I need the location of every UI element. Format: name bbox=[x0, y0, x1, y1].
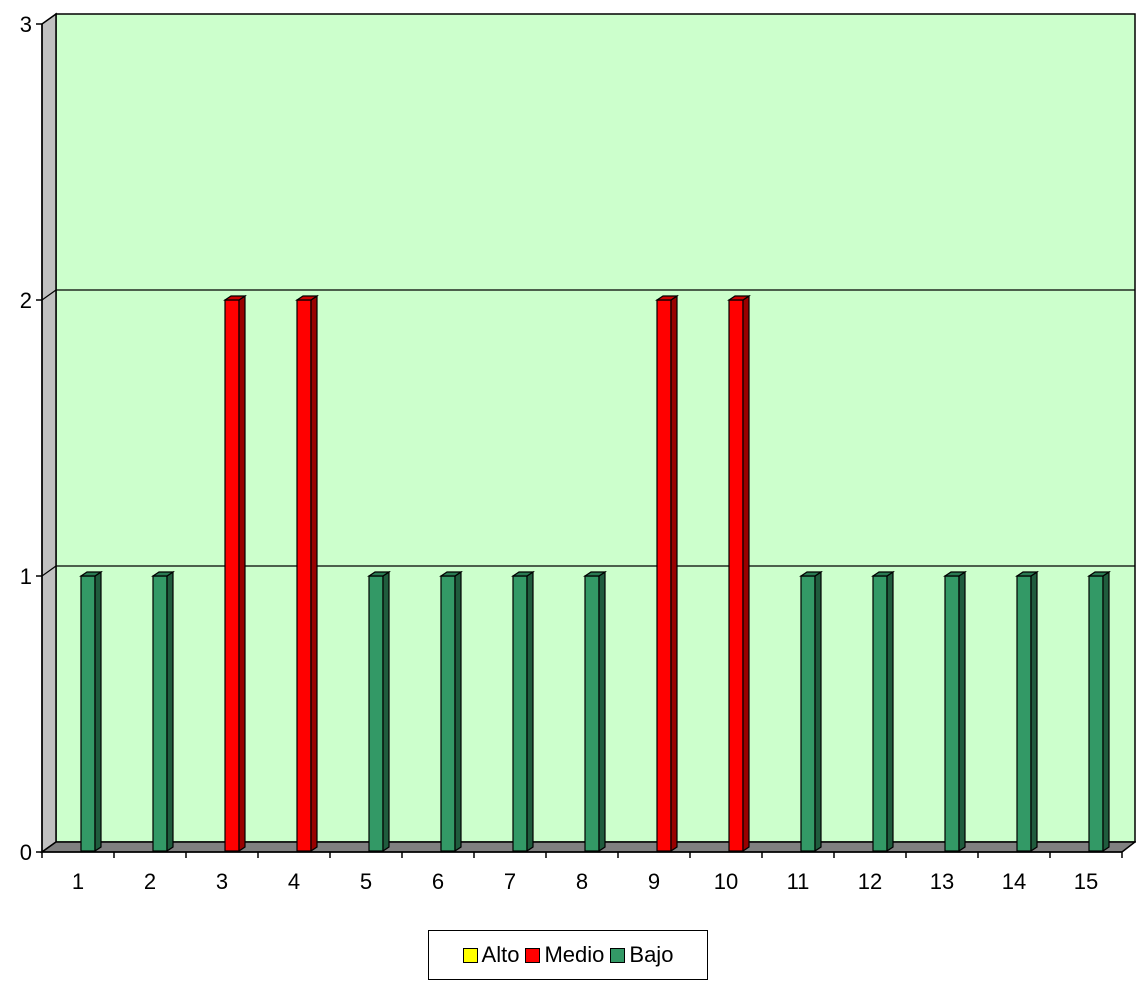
x-tick-label: 7 bbox=[504, 869, 516, 894]
gridline-side bbox=[41, 565, 57, 577]
bar-front bbox=[224, 299, 240, 852]
gridline-side bbox=[41, 289, 57, 301]
legend-item-bajo: Bajo bbox=[610, 942, 673, 968]
bar-front bbox=[296, 299, 312, 852]
bar-side bbox=[742, 294, 750, 853]
bar-top bbox=[367, 571, 391, 577]
x-tick-label: 8 bbox=[576, 869, 588, 894]
bar-front bbox=[512, 575, 528, 852]
bar-front bbox=[1088, 575, 1104, 852]
bar-side bbox=[670, 294, 678, 853]
bar-front bbox=[800, 575, 816, 852]
bar-bajo-13 bbox=[943, 570, 967, 853]
bar-side bbox=[166, 570, 174, 853]
bar-front bbox=[944, 575, 960, 852]
bar-bajo-2 bbox=[151, 570, 175, 853]
bar-top bbox=[799, 571, 823, 577]
bar-side bbox=[886, 570, 894, 853]
x-tick-label: 11 bbox=[787, 869, 810, 894]
y-axis-ticks: 0 1 2 3 bbox=[20, 12, 42, 865]
bar-top bbox=[943, 571, 967, 577]
x-tick-label: 5 bbox=[360, 869, 372, 894]
bar-front bbox=[728, 299, 744, 852]
legend-swatch-bajo bbox=[610, 947, 626, 963]
bar-side bbox=[1102, 570, 1110, 853]
x-tick-label: 9 bbox=[648, 869, 660, 894]
x-tick-label: 15 bbox=[1074, 869, 1098, 894]
x-tick-label: 12 bbox=[858, 869, 882, 894]
x-tick-label: 13 bbox=[930, 869, 954, 894]
x-tick-label: 3 bbox=[216, 869, 228, 894]
bar-front bbox=[152, 575, 168, 852]
bar-top bbox=[223, 295, 247, 301]
bar-side bbox=[1030, 570, 1038, 853]
x-axis-ticks: 1 2 3 4 5 6 7 8 9 10 11 12 13 14 15 bbox=[41, 852, 1123, 894]
bar-top bbox=[295, 295, 319, 301]
bar-side bbox=[958, 570, 966, 853]
plot-side-wall bbox=[41, 12, 57, 854]
legend-swatch-alto bbox=[462, 947, 478, 963]
bar-side bbox=[454, 570, 462, 853]
x-tick-label: 10 bbox=[714, 869, 738, 894]
axes bbox=[41, 24, 1122, 853]
x-tick-label: 1 bbox=[72, 869, 84, 894]
bars bbox=[79, 294, 1111, 853]
bar-top bbox=[439, 571, 463, 577]
bar-side bbox=[382, 570, 390, 853]
bar-front bbox=[656, 299, 672, 852]
bar-side bbox=[598, 570, 606, 853]
bar-bajo-8 bbox=[583, 570, 607, 853]
bar-medio-10 bbox=[727, 294, 751, 853]
bar-front bbox=[1016, 575, 1032, 852]
x-tick-label: 6 bbox=[432, 869, 444, 894]
bar-top bbox=[511, 571, 535, 577]
bar-front bbox=[80, 575, 96, 852]
bar-top bbox=[583, 571, 607, 577]
y-tick-label: 3 bbox=[20, 12, 32, 37]
bar-medio-3 bbox=[223, 294, 247, 853]
bar-front bbox=[368, 575, 384, 852]
legend-item-alto: Alto bbox=[462, 942, 520, 968]
bar-front bbox=[584, 575, 600, 852]
bar-medio-4 bbox=[295, 294, 319, 853]
y-tick-label: 0 bbox=[20, 840, 32, 865]
legend-item-medio: Medio bbox=[525, 942, 604, 968]
bar-top bbox=[151, 571, 175, 577]
bar-top bbox=[1087, 571, 1111, 577]
bar-bajo-15 bbox=[1087, 570, 1111, 853]
bar-side bbox=[310, 294, 318, 853]
x-tick-label: 4 bbox=[288, 869, 300, 894]
legend-label-alto: Alto bbox=[481, 942, 520, 967]
legend: Alto Medio Bajo bbox=[428, 930, 708, 980]
bar-top bbox=[655, 295, 679, 301]
bar-top bbox=[79, 571, 103, 577]
bar-bajo-7 bbox=[511, 570, 535, 853]
bar-bajo-6 bbox=[439, 570, 463, 853]
bar-front bbox=[872, 575, 888, 852]
bar-top bbox=[1015, 571, 1039, 577]
bar-front bbox=[440, 575, 456, 852]
bar-top bbox=[727, 295, 751, 301]
bar-side bbox=[94, 570, 102, 853]
bar-bajo-11 bbox=[799, 570, 823, 853]
bar-bajo-14 bbox=[1015, 570, 1039, 853]
bar-bajo-12 bbox=[871, 570, 895, 853]
bar-side bbox=[238, 294, 246, 853]
x-tick-label: 14 bbox=[1002, 869, 1026, 894]
bar-side bbox=[526, 570, 534, 853]
legend-label-bajo: Bajo bbox=[629, 942, 674, 967]
bar-bajo-1 bbox=[79, 570, 103, 853]
bar-bajo-5 bbox=[367, 570, 391, 853]
y-tick-label: 1 bbox=[20, 564, 32, 589]
y-tick-label: 2 bbox=[20, 288, 32, 313]
legend-label-medio: Medio bbox=[544, 942, 605, 967]
x-tick-label: 2 bbox=[144, 869, 156, 894]
bar-side bbox=[814, 570, 822, 853]
bar-top bbox=[871, 571, 895, 577]
bar-medio-9 bbox=[655, 294, 679, 853]
legend-swatch-medio bbox=[525, 947, 541, 963]
